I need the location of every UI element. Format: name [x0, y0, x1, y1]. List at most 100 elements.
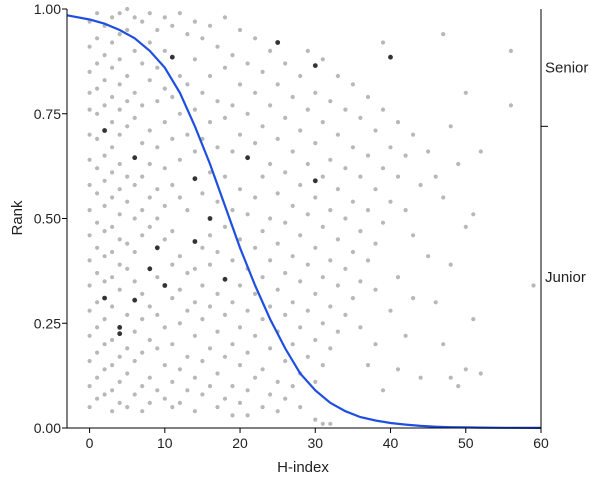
gray-point: [200, 245, 205, 250]
gray-point: [313, 90, 318, 95]
gray-point: [313, 141, 318, 146]
gray-point: [290, 342, 295, 347]
gray-point: [200, 90, 205, 95]
gray-point: [260, 317, 265, 322]
gray-point: [147, 195, 152, 200]
gray-point: [125, 124, 130, 129]
gray-point: [350, 249, 355, 255]
right-category-label: Senior: [545, 60, 588, 77]
gray-point: [298, 405, 303, 410]
gray-point: [441, 342, 446, 347]
gray-point: [253, 333, 258, 338]
gray-point: [177, 287, 182, 292]
gray-point: [125, 405, 130, 410]
gray-point: [132, 392, 137, 397]
gray-point: [305, 212, 310, 217]
gray-point: [328, 346, 333, 351]
gray-point: [87, 233, 92, 238]
gray-point: [132, 329, 137, 334]
gray-point: [335, 132, 340, 137]
gray-point: [147, 11, 152, 16]
gray-point: [268, 161, 273, 167]
gray-point: [207, 304, 213, 309]
gray-point: [222, 224, 228, 229]
x-tick-label: 30: [307, 435, 323, 451]
gray-point: [117, 262, 122, 267]
right-category-label: Junior: [545, 269, 586, 286]
gray-point: [350, 296, 355, 301]
gray-point: [260, 405, 265, 410]
gray-point: [110, 94, 115, 100]
gray-point: [215, 249, 220, 255]
gray-point: [192, 333, 197, 338]
gray-point: [110, 304, 115, 309]
gray-point: [170, 23, 175, 28]
gray-point: [95, 325, 100, 330]
gray-point: [170, 405, 175, 410]
gray-point: [441, 31, 446, 37]
gray-point: [95, 111, 100, 116]
highlight-point: [102, 128, 107, 133]
gray-point: [117, 287, 122, 292]
gray-point: [343, 107, 348, 112]
gray-point: [508, 103, 513, 108]
gray-point: [185, 354, 190, 359]
gray-point: [328, 208, 333, 213]
gray-point: [335, 237, 340, 242]
gray-point: [388, 145, 393, 150]
gray-point: [102, 367, 107, 372]
gray-point: [260, 69, 265, 74]
gray-point: [177, 111, 182, 116]
gray-point: [328, 157, 333, 162]
gray-point: [313, 417, 318, 422]
gray-point: [335, 329, 340, 334]
gray-point: [125, 346, 130, 351]
gray-point: [343, 266, 348, 271]
gray-point: [102, 229, 107, 234]
gray-point: [162, 363, 167, 368]
gray-point: [207, 170, 213, 175]
gray-point: [87, 283, 92, 288]
gray-point: [403, 333, 408, 338]
gray-point: [320, 57, 325, 62]
gray-point: [192, 107, 197, 112]
gray-point: [426, 254, 431, 259]
gray-point: [132, 249, 137, 255]
gray-point: [237, 363, 243, 368]
gray-points: [87, 6, 536, 426]
highlight-point: [132, 297, 138, 303]
x-axis-title: H-index: [277, 459, 329, 476]
gray-point: [185, 270, 190, 276]
gray-point: [140, 350, 145, 355]
gray-point: [418, 375, 423, 380]
gray-point: [87, 405, 92, 410]
gray-point: [478, 149, 483, 154]
gray-point: [110, 40, 115, 45]
gray-point: [147, 375, 152, 380]
gray-point: [110, 120, 115, 125]
gray-point: [185, 31, 190, 37]
gray-point: [245, 413, 250, 418]
gray-point: [237, 187, 243, 192]
gray-point: [395, 174, 401, 179]
gray-point: [290, 149, 295, 154]
x-tick-label: 0: [86, 435, 94, 451]
gray-point: [215, 99, 220, 104]
gray-point: [110, 15, 115, 20]
highlight-point: [102, 295, 107, 301]
gray-point: [380, 388, 386, 393]
gray-point: [147, 128, 152, 133]
gray-point: [471, 212, 476, 217]
gray-point: [102, 53, 107, 58]
gray-point: [102, 254, 107, 259]
gray-point: [155, 312, 160, 317]
gray-point: [102, 317, 107, 322]
gray-point: [132, 358, 137, 364]
gray-point: [245, 212, 250, 217]
gray-point: [230, 103, 235, 108]
gray-point: [117, 354, 122, 359]
gray-point: [110, 363, 115, 368]
gray-point: [320, 174, 325, 179]
gray-point: [207, 120, 213, 125]
